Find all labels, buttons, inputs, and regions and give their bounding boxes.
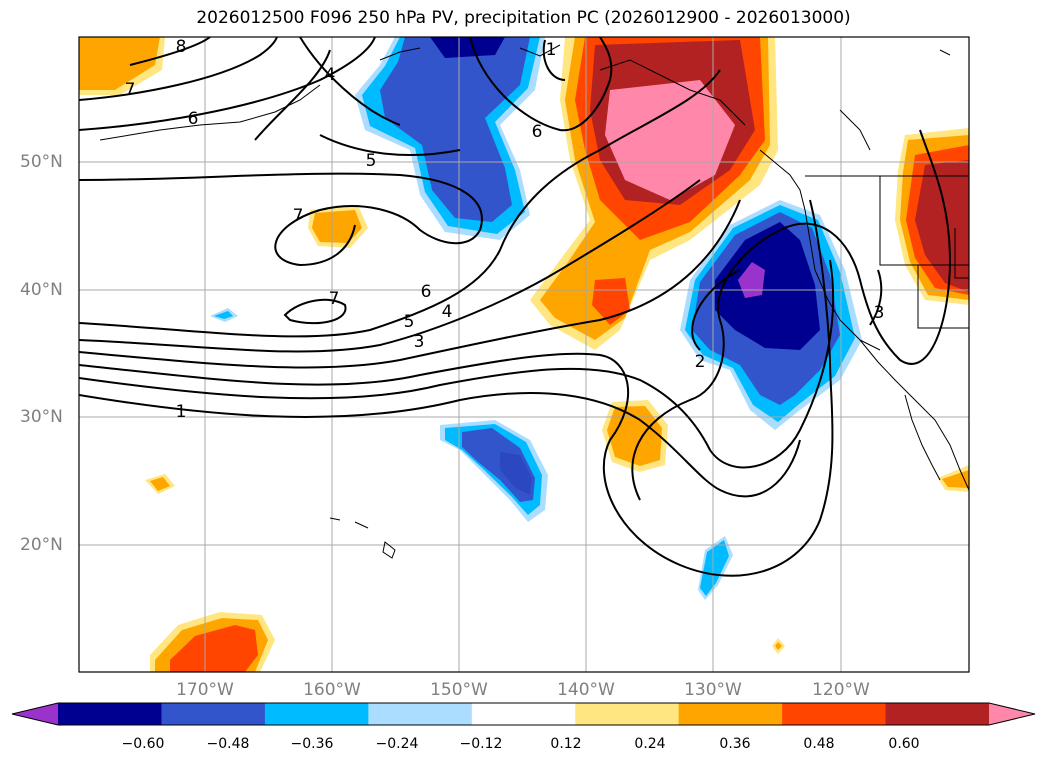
contour-label: 3 [414, 332, 425, 352]
colorbar-segment [471, 703, 576, 725]
colorbar-segment [264, 703, 369, 725]
lat-label: 30°N [20, 407, 63, 427]
colorbar-tick-label: 0.24 [634, 736, 666, 752]
colorbar-tick-label: 0.48 [803, 736, 835, 752]
lon-label: 170°W [176, 680, 234, 700]
contour-label: 3 [874, 303, 885, 323]
contour-label: 5 [404, 312, 415, 332]
lon-label: 120°W [812, 680, 870, 700]
colorbar-segment [58, 703, 162, 725]
colorbar-segment [885, 703, 990, 725]
pv-contours [79, 37, 952, 577]
contour-label: 7 [293, 206, 304, 226]
coastlines [99, 44, 969, 559]
colorbar-tick-label: 0.60 [888, 736, 920, 752]
contour-labels: 8 7 6 5 4 7 7 6 5 4 3 1 1 6 2 3 [125, 37, 885, 422]
colorbar-segment [161, 703, 266, 725]
colorbar-segment [678, 703, 783, 725]
colorbar-tick-label: −0.12 [459, 736, 503, 752]
contour-label: 5 [366, 151, 377, 171]
colorbar-tick-label: −0.24 [375, 736, 419, 752]
contour-label: 2 [695, 352, 706, 372]
contour-label: 7 [329, 289, 340, 309]
colorbar-tick-label: 0.12 [550, 736, 582, 752]
map-title: 2026012500 F096 250 hPa PV, precipitatio… [196, 8, 851, 28]
colorbar [11, 702, 1036, 726]
lon-label: 150°W [430, 680, 488, 700]
colorbar-tick-label: −0.36 [290, 736, 334, 752]
contour-label: 1 [546, 40, 557, 60]
contour-label: 4 [325, 65, 336, 85]
contour-label: 6 [421, 282, 432, 302]
lat-label: 20°N [20, 535, 63, 555]
colorbar-tick-label: 0.36 [719, 736, 751, 752]
map-panel: 8 7 6 5 4 7 7 6 5 4 3 1 1 6 2 3 [78, 36, 970, 673]
lon-label: 130°W [684, 680, 742, 700]
contour-label: 4 [442, 302, 453, 322]
lon-label: 140°W [557, 680, 615, 700]
contour-label: 8 [176, 37, 187, 57]
colorbar-extend-high [989, 703, 1035, 725]
lat-label: 40°N [20, 280, 63, 300]
contour-label: 7 [125, 80, 136, 100]
colorbar-tick-label: −0.48 [206, 736, 250, 752]
colorbar-segment [575, 703, 680, 725]
contour-label: 1 [176, 402, 187, 422]
colorbar-extend-low [12, 703, 58, 725]
colorbar-segment [368, 703, 473, 725]
lat-label: 50°N [20, 152, 63, 172]
lon-label: 160°W [303, 680, 361, 700]
colorbar-tick-label: −0.60 [121, 736, 165, 752]
contour-label: 6 [188, 109, 199, 129]
colorbar-segment [782, 703, 887, 725]
contour-label: 6 [532, 122, 543, 142]
graticule [79, 37, 969, 672]
